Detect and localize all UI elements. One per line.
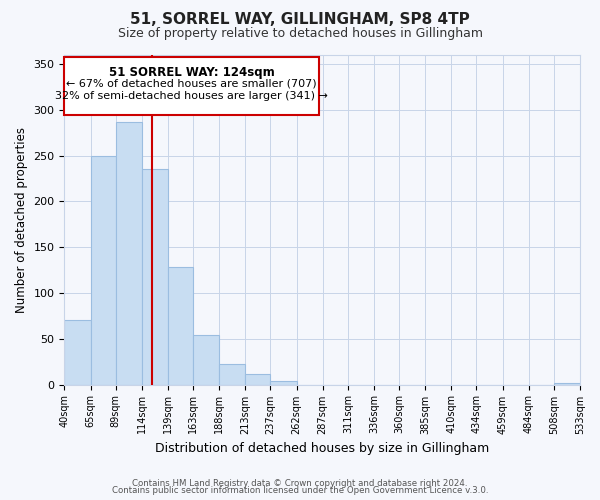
Text: Size of property relative to detached houses in Gillingham: Size of property relative to detached ho…: [118, 28, 482, 40]
Text: ← 67% of detached houses are smaller (707): ← 67% of detached houses are smaller (70…: [66, 79, 317, 89]
FancyBboxPatch shape: [64, 57, 319, 114]
Bar: [91, 156, 116, 384]
Bar: [142, 168, 168, 384]
Bar: [116, 122, 142, 384]
Bar: [193, 335, 219, 384]
X-axis label: Distribution of detached houses by size in Gillingham: Distribution of detached houses by size …: [155, 442, 490, 455]
Bar: [219, 364, 245, 384]
Bar: [64, 320, 91, 384]
Bar: [554, 382, 580, 384]
Text: Contains public sector information licensed under the Open Government Licence v.: Contains public sector information licen…: [112, 486, 488, 495]
Bar: [168, 268, 193, 384]
Text: 51 SORREL WAY: 124sqm: 51 SORREL WAY: 124sqm: [109, 66, 274, 79]
Bar: [245, 374, 271, 384]
Text: Contains HM Land Registry data © Crown copyright and database right 2024.: Contains HM Land Registry data © Crown c…: [132, 478, 468, 488]
Text: 32% of semi-detached houses are larger (341) →: 32% of semi-detached houses are larger (…: [55, 90, 328, 101]
Bar: [271, 381, 296, 384]
Y-axis label: Number of detached properties: Number of detached properties: [15, 127, 28, 313]
Text: 51, SORREL WAY, GILLINGHAM, SP8 4TP: 51, SORREL WAY, GILLINGHAM, SP8 4TP: [130, 12, 470, 28]
